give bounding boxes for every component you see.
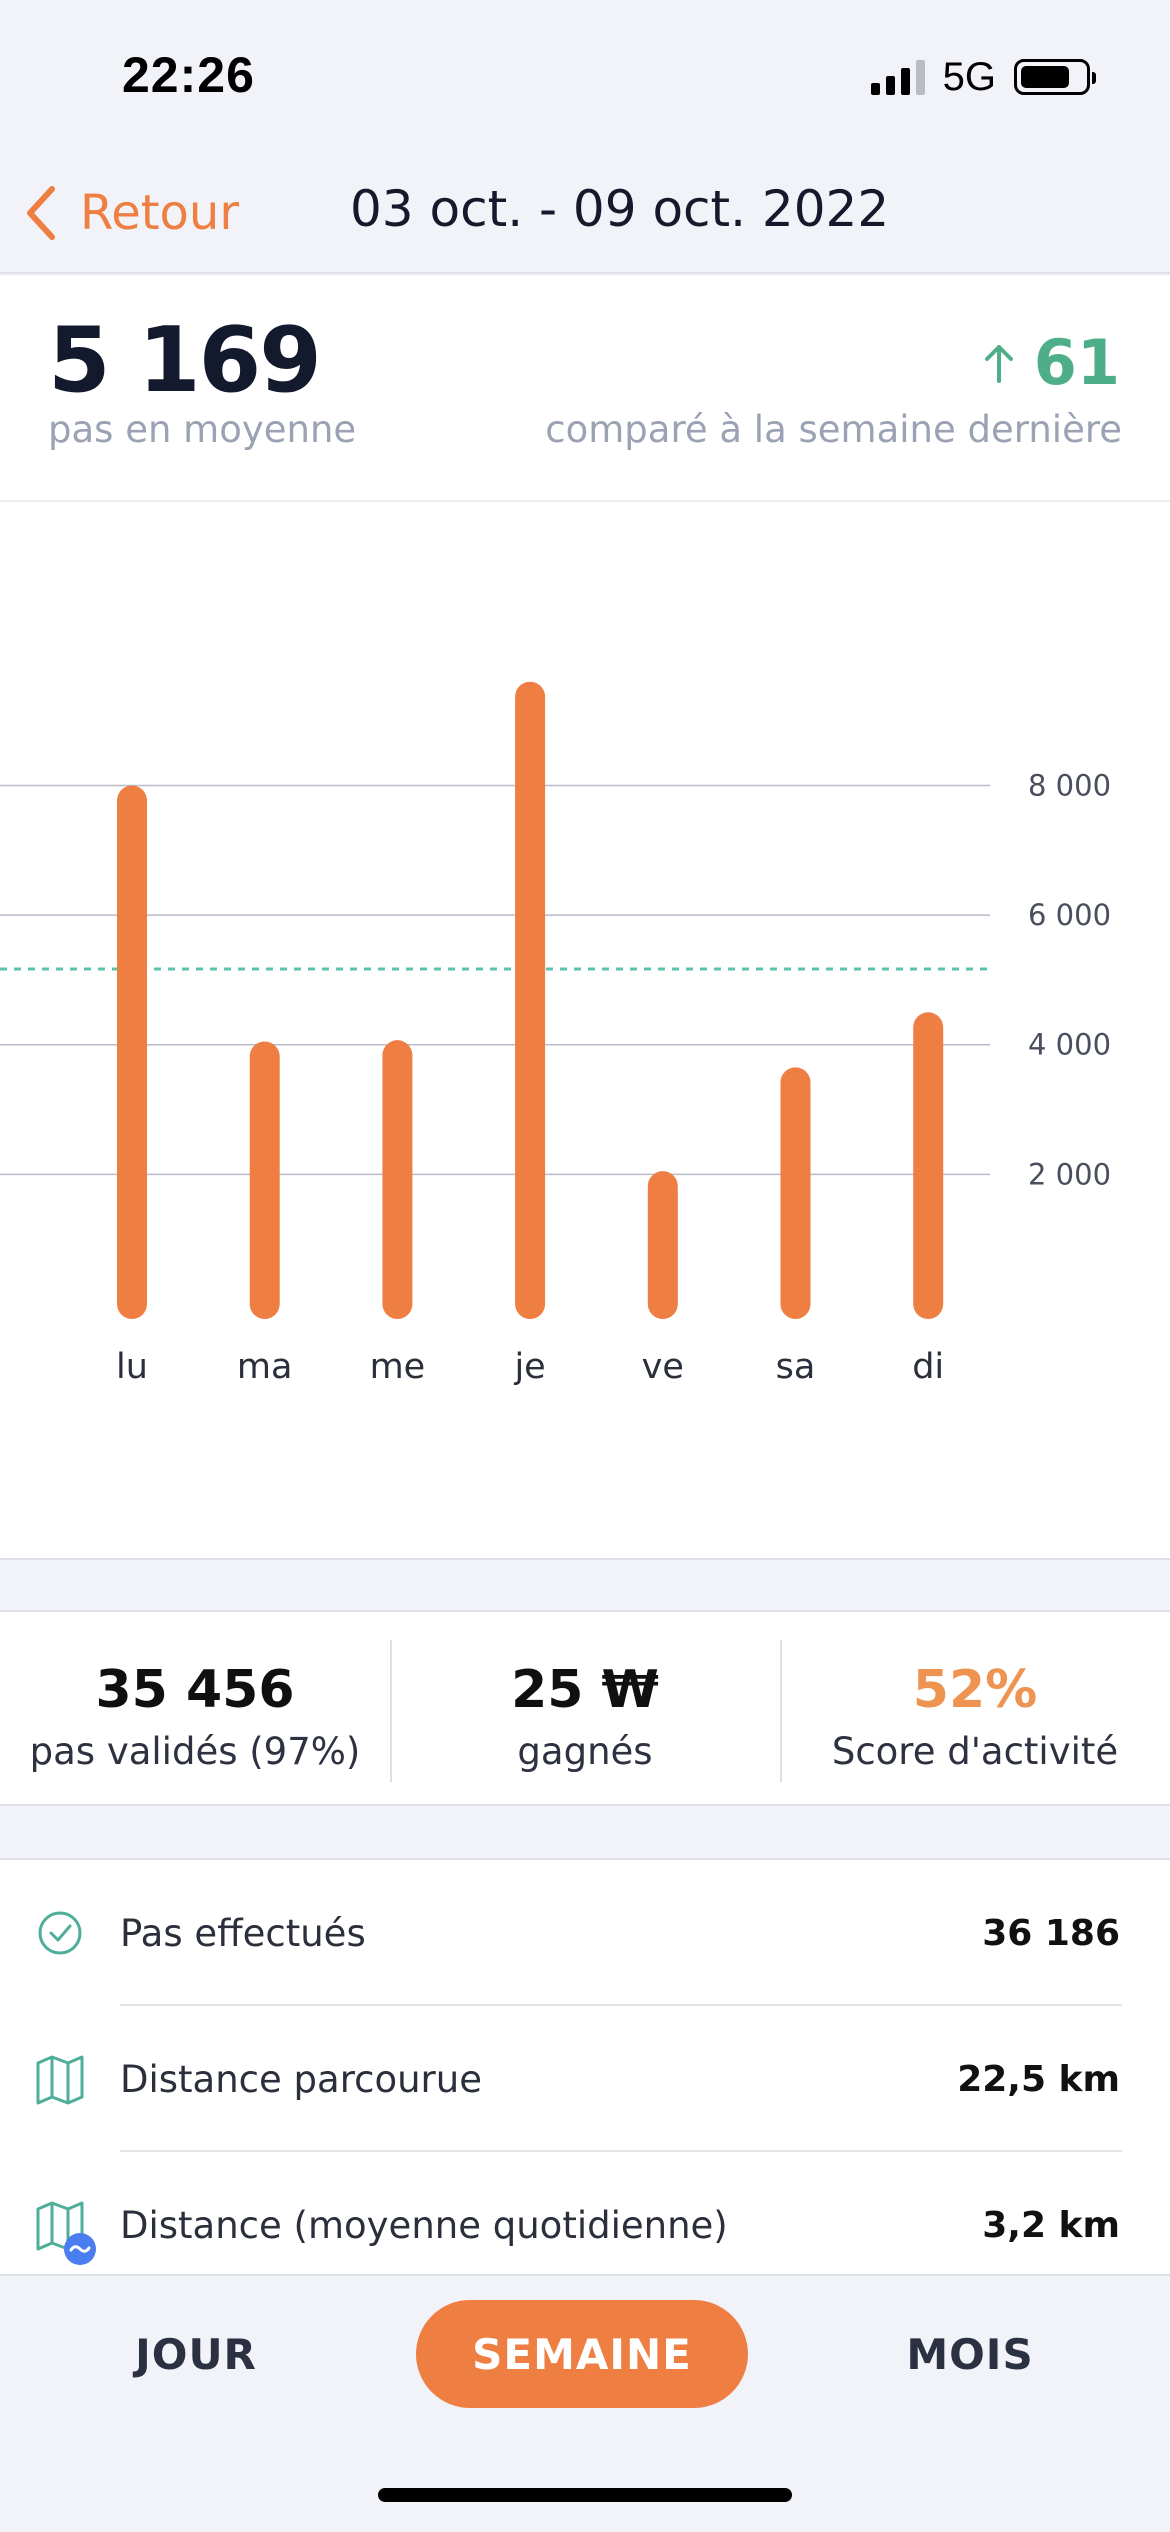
activity-score-label: Score d'activité	[831, 1730, 1119, 1773]
tab-month[interactable]: MOIS	[906, 2329, 1034, 2379]
x-tick-label: me	[370, 1347, 426, 1387]
map-average-icon	[36, 2201, 96, 2265]
validated-steps-value: 35 456	[95, 1660, 295, 1720]
distance-value: 22,5 km	[957, 2058, 1120, 2100]
weekly-delta: 61	[984, 326, 1120, 399]
divider	[120, 2150, 1122, 2152]
y-tick-label: 4 000	[1028, 1028, 1111, 1062]
x-tick-label: lu	[116, 1347, 148, 1387]
home-indicator[interactable]	[378, 2488, 792, 2502]
delta-value: 61	[1033, 326, 1120, 399]
x-tick-label: je	[513, 1347, 545, 1387]
chart-bar	[382, 1040, 413, 1319]
validated-steps-label: pas validés (97%)	[29, 1730, 361, 1773]
x-tick-label: ma	[237, 1347, 293, 1387]
back-button[interactable]: Retour	[24, 178, 239, 248]
y-tick-label: 8 000	[1028, 768, 1111, 802]
daily-distance-label: Distance (moyenne quotidienne)	[120, 2203, 728, 2247]
x-tick-label: di	[912, 1347, 944, 1387]
earned-value: 25 ₩	[511, 1660, 659, 1720]
status-indicators: 5G	[870, 52, 1096, 102]
list-item-distance: Distance parcourue 22,5 km	[0, 2006, 1170, 2152]
x-tick-label: sa	[776, 1347, 816, 1387]
delta-label: comparé à la semaine dernière	[545, 408, 1122, 451]
distance-label: Distance parcourue	[120, 2057, 482, 2101]
chart-bar	[647, 1171, 678, 1319]
check-circle-icon	[38, 1911, 82, 1955]
stat-validated-steps: 35 456 pas validés (97%)	[0, 1612, 390, 1804]
chart-bar	[515, 681, 546, 1319]
chart-bar	[913, 1012, 944, 1319]
y-tick-label: 2 000	[1028, 1157, 1111, 1191]
network-type: 5G	[942, 54, 996, 99]
x-tick-label: ve	[642, 1347, 684, 1387]
map-icon	[36, 2055, 84, 2105]
battery-icon	[1014, 59, 1096, 95]
average-steps-label: pas en moyenne	[48, 408, 357, 451]
chevron-left-icon	[27, 186, 55, 240]
daily-distance-value: 3,2 km	[982, 2204, 1120, 2246]
tab-day[interactable]: JOUR	[135, 2329, 257, 2379]
steps-done-value: 36 186	[982, 1912, 1120, 1954]
stat-earned: 25 ₩ gagnés	[390, 1612, 780, 1804]
signal-icon	[870, 59, 925, 95]
weekly-summary: 5 169 pas en moyenne 61 comparé à la sem…	[0, 276, 1170, 502]
activity-score-value: 52%	[912, 1660, 1038, 1720]
tab-week[interactable]: SEMAINE	[416, 2300, 748, 2408]
arrow-up-icon	[984, 344, 1013, 383]
status-bar: 22:26 5G	[0, 0, 1170, 150]
chart-bar	[780, 1067, 811, 1319]
chart-bar	[249, 1041, 280, 1319]
steps-done-label: Pas effectués	[120, 1911, 366, 1955]
list-item-steps-done: Pas effectués 36 186	[0, 1860, 1170, 2006]
divider	[120, 2004, 1122, 2006]
nav-header: Retour 03 oct. - 09 oct. 2022	[0, 150, 1170, 274]
average-steps-value: 5 169	[48, 308, 322, 413]
earned-label: gagnés	[517, 1730, 653, 1773]
y-tick-label: 6 000	[1028, 898, 1111, 932]
status-time: 22:26	[122, 47, 255, 103]
details-list: Pas effectués 36 186 Distance parcourue …	[0, 1858, 1170, 2274]
page-title: 03 oct. - 09 oct. 2022	[350, 180, 890, 238]
stats-row: 35 456 pas validés (97%) 25 ₩ gagnés 52%…	[0, 1610, 1170, 1806]
steps-bar-chart: 2 000 4 000 6 000 8 000 lu ma me je ve sa di	[0, 681, 1111, 1387]
steps-chart: 2 000 4 000 6 000 8 000 lu ma me je ve sa di	[0, 502, 1170, 1560]
chart-bar	[117, 785, 147, 1319]
back-label: Retour	[80, 185, 240, 241]
stat-activity-score: 52% Score d'activité	[780, 1612, 1170, 1804]
list-item-daily-distance: Distance (moyenne quotidienne) 3,2 km	[0, 2152, 1170, 2274]
